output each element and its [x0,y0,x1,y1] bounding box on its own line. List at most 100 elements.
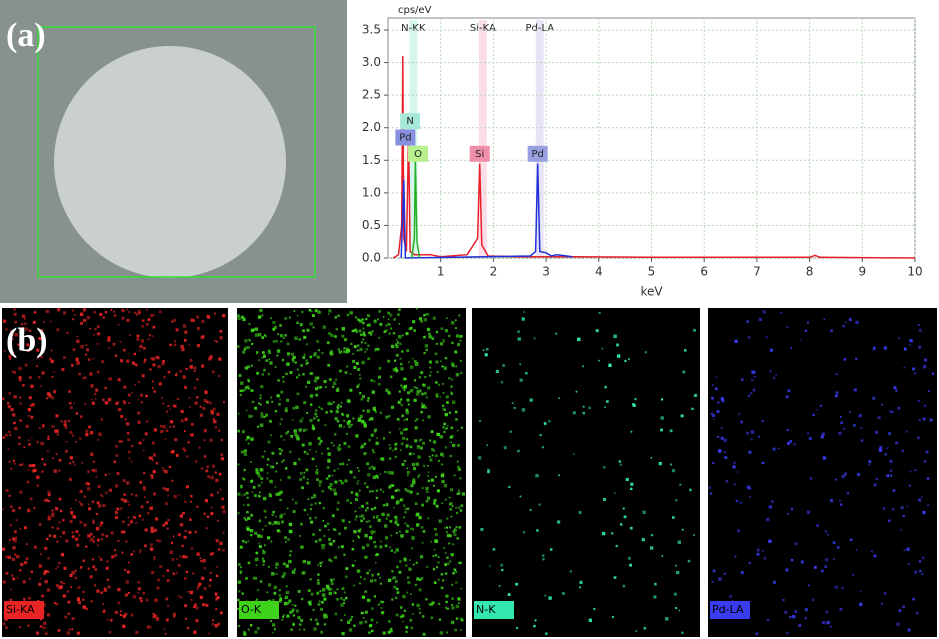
map-dot [440,360,442,363]
map-dot [444,606,448,609]
map-dot [390,495,395,499]
map-dot [19,396,22,399]
map-dot [164,502,168,506]
map-dot [286,342,290,346]
map-dot [456,429,459,432]
map-dot [353,476,356,479]
map-dot [424,405,428,409]
map-dot [84,403,87,405]
map-dot [582,412,585,415]
map-dot [143,449,145,452]
map-dot [108,473,110,475]
map-dot [244,366,248,370]
map-dot [244,386,248,390]
map-dot [339,405,342,408]
map-dot [280,390,284,394]
map-dot [312,428,315,431]
map-dot [188,518,192,521]
map-dot [105,535,108,538]
map-dot [91,468,94,471]
map-dot [175,372,178,374]
map-dot [261,351,265,354]
map-dot [618,460,621,463]
map-dot [68,401,72,405]
map-dot [334,316,337,319]
map-dot [148,334,152,337]
map-dot [8,392,12,395]
map-dot [271,623,276,627]
map-dot [370,378,374,382]
map-dot [169,408,172,411]
map-dot [416,445,421,449]
map-dot [295,405,299,410]
map-dot [317,564,319,566]
map-dot [709,492,713,495]
map-dot [291,570,296,574]
map-dot [70,510,74,514]
map-dot [329,578,332,581]
map-dot [813,565,817,569]
map-dot [237,512,240,515]
map-dot [330,402,333,406]
map-dot [158,382,162,386]
map-dot [93,392,97,396]
map-dot [279,398,281,401]
map-dot [207,315,211,319]
map-dot [410,593,412,596]
map-dot [401,350,404,353]
map-dot [162,360,165,363]
map-dot [164,521,168,525]
map-dot [804,607,809,612]
map-dot [209,402,212,405]
map-dot [203,566,206,570]
map-dot [316,622,319,626]
map-dot [459,339,462,342]
map-dot [169,420,174,424]
map-dot [105,566,109,570]
peak-label: Pd-LA [525,23,554,34]
map-dot [413,329,416,332]
map-dot [20,562,24,567]
map-dot [394,455,397,459]
map-dot [330,588,333,591]
map-dot [302,559,307,564]
map-dot [357,418,361,422]
map-dot [50,349,53,352]
map-dot [406,524,409,526]
map-dot [336,588,339,591]
map-dot [123,499,128,503]
map-dot [416,308,418,310]
map-dot [338,350,342,354]
map-dot [276,349,281,353]
map-dot [261,356,264,359]
map-dot [318,480,323,484]
map-dot [418,588,422,592]
map-dot [422,419,424,422]
map-dot [156,586,160,590]
map-dot [145,322,149,327]
map-dot [167,605,169,607]
map-dot [92,535,95,538]
map-dot [218,375,221,377]
map-dot [122,614,126,618]
map-dot [316,310,321,314]
map-dot [186,626,190,630]
map-dot [246,527,250,532]
map-dot [425,486,429,491]
map-dot [139,597,142,600]
map-dot [209,355,213,359]
map-dot [429,458,433,462]
map-dot [352,417,355,420]
map-dot [419,578,422,582]
map-dot [312,609,315,612]
map-dot [676,570,680,575]
map-dot [162,402,165,405]
map-dot [403,459,407,463]
map-dot [40,553,42,556]
map-dot [289,554,292,557]
map-dot [458,492,461,495]
map-dot [671,469,676,473]
map-dot [329,378,332,381]
map-dot [126,308,128,311]
